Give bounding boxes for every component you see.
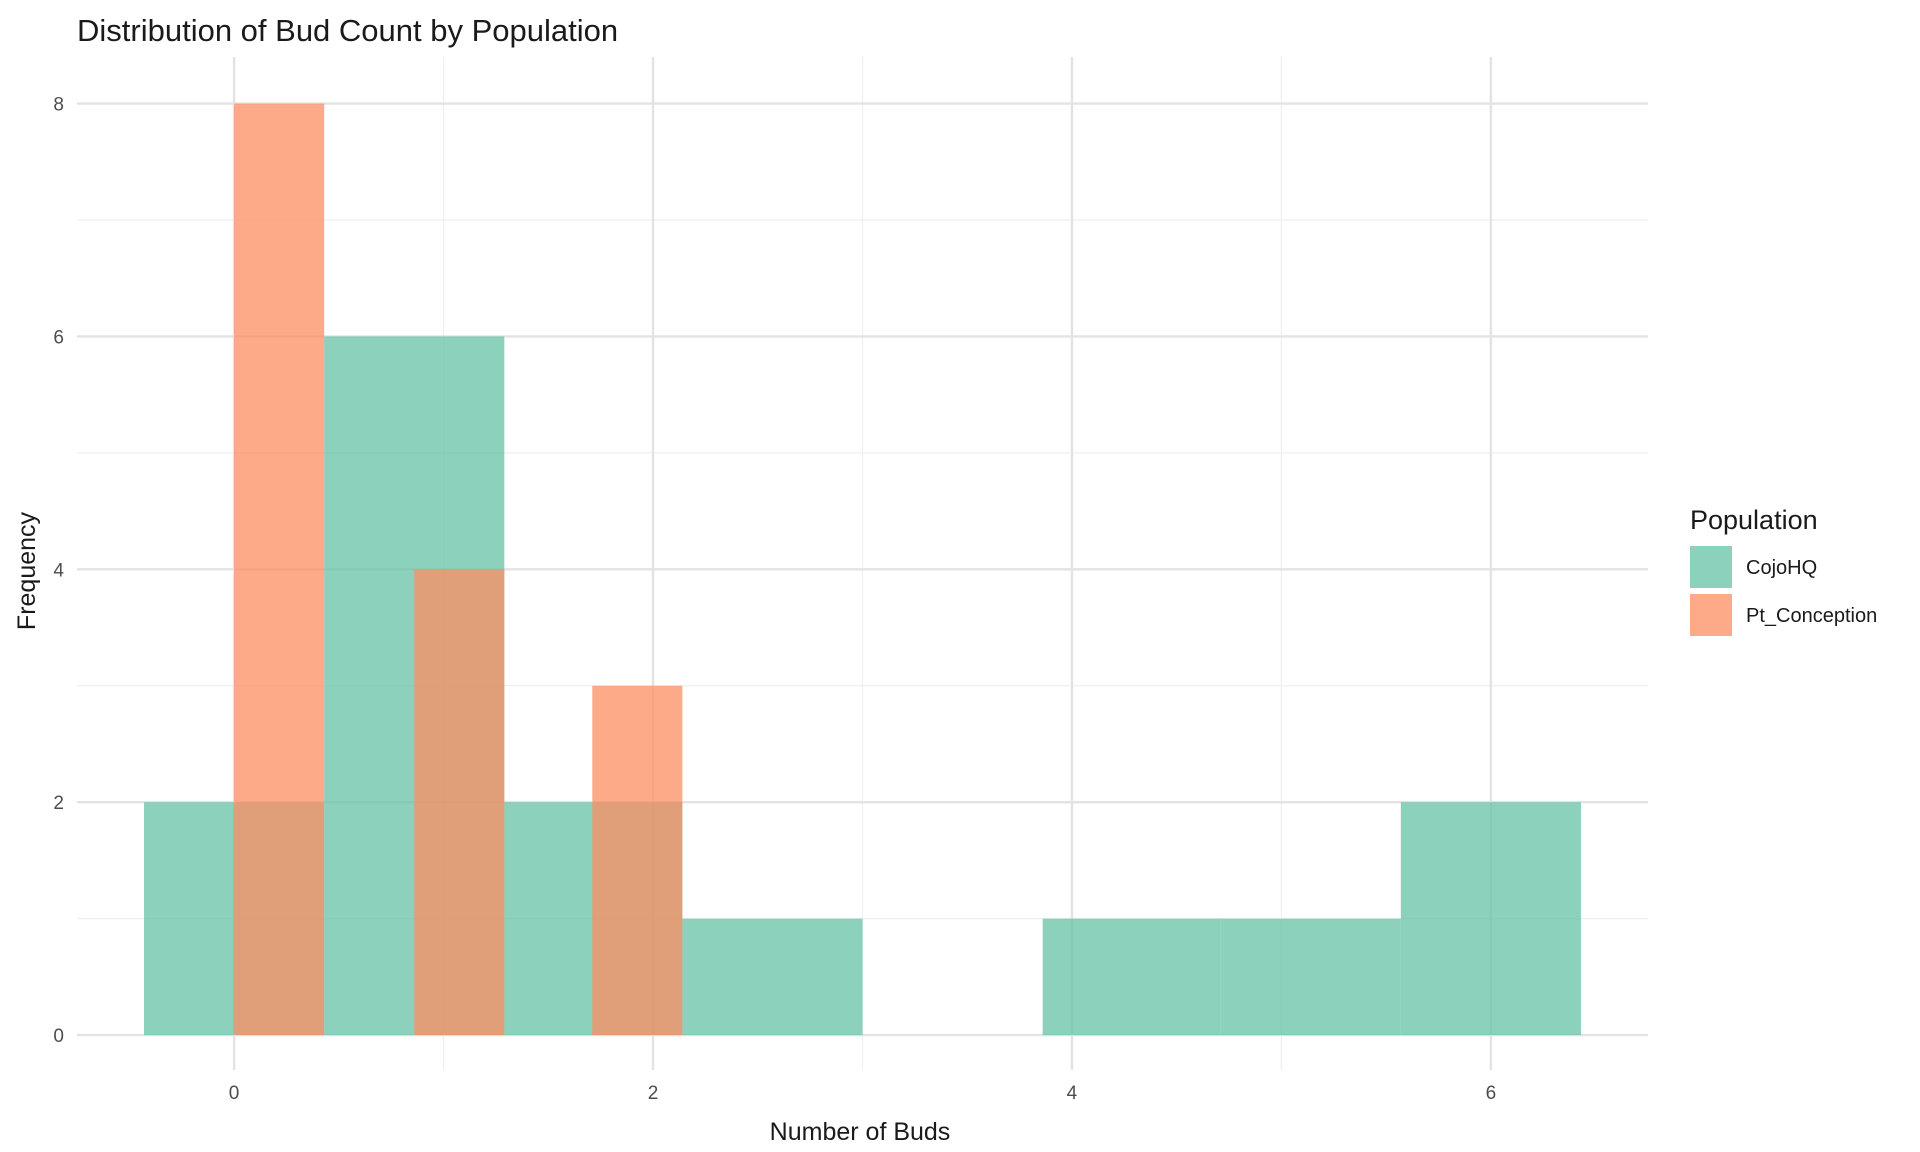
y-axis-ticks: 0 2 4 6 8: [53, 95, 64, 1047]
bar-pt-conception: [414, 569, 505, 1036]
x-axis-ticks: 0 2 4 6: [229, 1083, 1496, 1104]
bars: [144, 103, 1581, 1036]
y-tick-label: 2: [53, 793, 64, 814]
bar-cojohq: [1400, 802, 1581, 1036]
x-tick-label: 4: [1067, 1083, 1078, 1104]
y-tick-label: 6: [53, 327, 64, 348]
bar-cojohq: [682, 918, 863, 1036]
legend-title: Population: [1690, 505, 1818, 535]
x-tick-label: 6: [1486, 1083, 1497, 1104]
y-axis-title: Frequency: [13, 511, 41, 630]
legend-swatch: [1690, 546, 1732, 588]
bar-pt-conception: [234, 103, 325, 1036]
legend: Population CojoHQ Pt_Conception: [1690, 505, 1877, 636]
chart-title: Distribution of Bud Count by Population: [77, 13, 618, 48]
legend-label: Pt_Conception: [1746, 605, 1877, 627]
x-tick-label: 2: [648, 1083, 659, 1104]
x-tick-label: 0: [229, 1083, 240, 1104]
legend-swatch: [1690, 594, 1732, 636]
legend-label: CojoHQ: [1746, 557, 1817, 579]
bar-cojohq: [1220, 918, 1401, 1036]
y-tick-label: 4: [53, 560, 64, 581]
y-tick-label: 8: [53, 95, 64, 116]
bar-pt-conception: [592, 685, 683, 1036]
x-axis-title: Number of Buds: [770, 1118, 951, 1146]
y-tick-label: 0: [53, 1026, 64, 1047]
bar-cojohq: [1042, 918, 1221, 1036]
